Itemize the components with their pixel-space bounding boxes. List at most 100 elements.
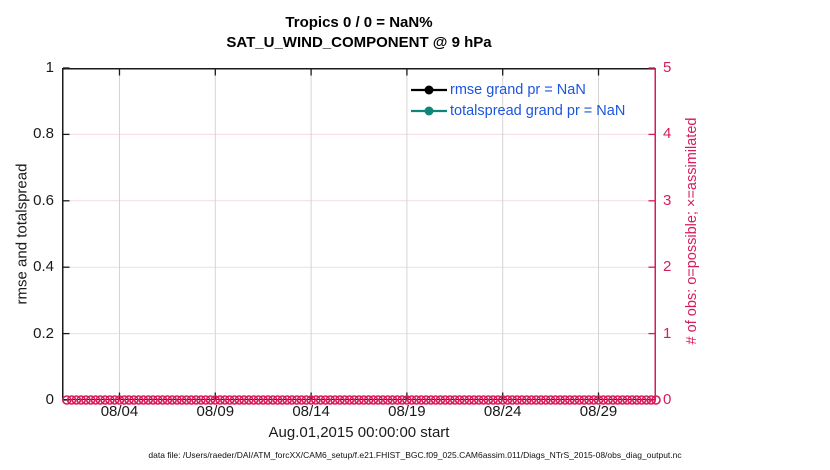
obs-marker — [507, 395, 518, 405]
obs-marker — [258, 395, 268, 405]
chart-title: Tropics 0 / 0 = NaN% SAT_U_WIND_COMPONEN… — [62, 13, 656, 53]
legend-swatch-totalspread — [411, 106, 447, 115]
obs-marker — [459, 395, 470, 405]
y-tick-label-right: 1 — [663, 324, 672, 342]
obs-marker — [392, 395, 403, 405]
obs-marker — [61, 395, 72, 405]
obs-marker — [373, 395, 383, 405]
obs-marker — [488, 395, 498, 405]
obs-marker — [124, 395, 134, 405]
obs-marker — [469, 395, 479, 405]
obs-marker — [617, 395, 628, 405]
obs-marker — [253, 395, 264, 405]
obs-marker — [200, 395, 211, 405]
obs-marker — [162, 395, 173, 405]
obs-marker — [315, 395, 326, 405]
obs-marker — [536, 395, 546, 405]
obs-marker — [95, 395, 106, 405]
obs-marker — [90, 395, 101, 405]
obs-marker — [521, 395, 532, 405]
obs-marker — [105, 395, 115, 405]
obs-marker — [550, 395, 561, 405]
obs-marker — [66, 395, 77, 405]
obs-marker — [229, 395, 240, 405]
obs-marker — [181, 395, 192, 405]
y-axis-label-right: # of obs: o=possible; ×=assimilated — [684, 117, 700, 345]
obs-marker — [517, 395, 527, 405]
obs-marker — [109, 395, 120, 405]
obs-marker — [478, 395, 489, 405]
obs-marker — [641, 395, 652, 405]
obs-marker — [473, 395, 484, 405]
obs-marker — [71, 395, 82, 405]
obs-marker — [282, 395, 292, 405]
obs-marker — [358, 395, 369, 405]
obs-marker — [612, 395, 623, 405]
obs-marker — [368, 395, 379, 405]
obs-marker — [239, 395, 249, 405]
obs-marker — [603, 395, 613, 405]
obs-marker — [210, 395, 221, 405]
obs-marker — [167, 395, 177, 405]
y-tick-label-right: 4 — [663, 125, 672, 143]
obs-marker — [344, 395, 355, 405]
x-tick-label: 08/24 — [483, 403, 522, 420]
legend-swatch-rmse — [411, 85, 447, 94]
obs-marker — [339, 395, 350, 405]
obs-marker — [646, 395, 657, 405]
obs-marker — [272, 395, 283, 405]
y-tick-label-left: 0 — [45, 391, 54, 408]
obs-marker — [531, 395, 542, 405]
obs-marker — [555, 395, 565, 405]
obs-marker — [445, 395, 455, 405]
obs-marker — [291, 395, 302, 405]
obs-marker — [354, 395, 364, 405]
obs-marker — [430, 395, 441, 405]
y-axis-label-left: rmse and totalspread — [13, 163, 31, 305]
obs-marker — [311, 395, 321, 405]
obs-marker — [406, 395, 417, 405]
obs-marker — [176, 395, 187, 405]
x-tick-label: 08/14 — [292, 403, 330, 420]
obs-marker — [627, 395, 637, 405]
obs-marker — [636, 395, 647, 405]
obs-marker — [133, 395, 144, 405]
obs-marker — [397, 395, 407, 405]
chart-title-line1: Tropics 0 / 0 = NaN% — [285, 14, 433, 31]
obs-marker — [296, 395, 307, 405]
obs-marker — [512, 395, 522, 405]
legend-entry-totalspread: totalspread grand pr = NaN — [411, 100, 625, 121]
obs-marker — [588, 395, 599, 405]
y-tick-label-right: 0 — [663, 391, 672, 408]
x-tick-label: 08/04 — [100, 403, 139, 420]
obs-marker — [320, 395, 331, 405]
obs-marker — [502, 395, 513, 405]
obs-marker — [541, 395, 551, 405]
obs-marker — [564, 395, 575, 405]
obs-marker — [608, 395, 618, 405]
obs-marker — [129, 395, 139, 405]
obs-marker — [560, 395, 570, 405]
obs-marker — [402, 395, 412, 405]
obs-marker — [196, 395, 206, 405]
obs-marker — [220, 395, 230, 405]
y-tick-label-left: 0.6 — [33, 191, 54, 209]
obs-marker — [450, 395, 460, 405]
obs-marker — [622, 395, 633, 405]
obs-marker — [138, 395, 149, 405]
obs-marker — [349, 395, 360, 405]
plot-canvas — [61, 67, 661, 405]
obs-marker — [301, 395, 312, 405]
obs-marker — [416, 395, 427, 405]
obs-marker — [545, 395, 556, 405]
obs-marker — [651, 395, 661, 405]
obs-marker — [387, 395, 398, 405]
y-tick-label-left: 0.2 — [33, 324, 54, 342]
obs-marker — [287, 395, 297, 405]
obs-marker — [435, 395, 446, 405]
obs-marker — [224, 395, 235, 405]
y-tick-label-left: 0.8 — [33, 125, 54, 143]
obs-marker — [584, 395, 594, 405]
data-file-footer: data file: /Users/raeder/DAI/ATM_forcXX/… — [148, 450, 682, 460]
obs-marker — [325, 395, 336, 405]
